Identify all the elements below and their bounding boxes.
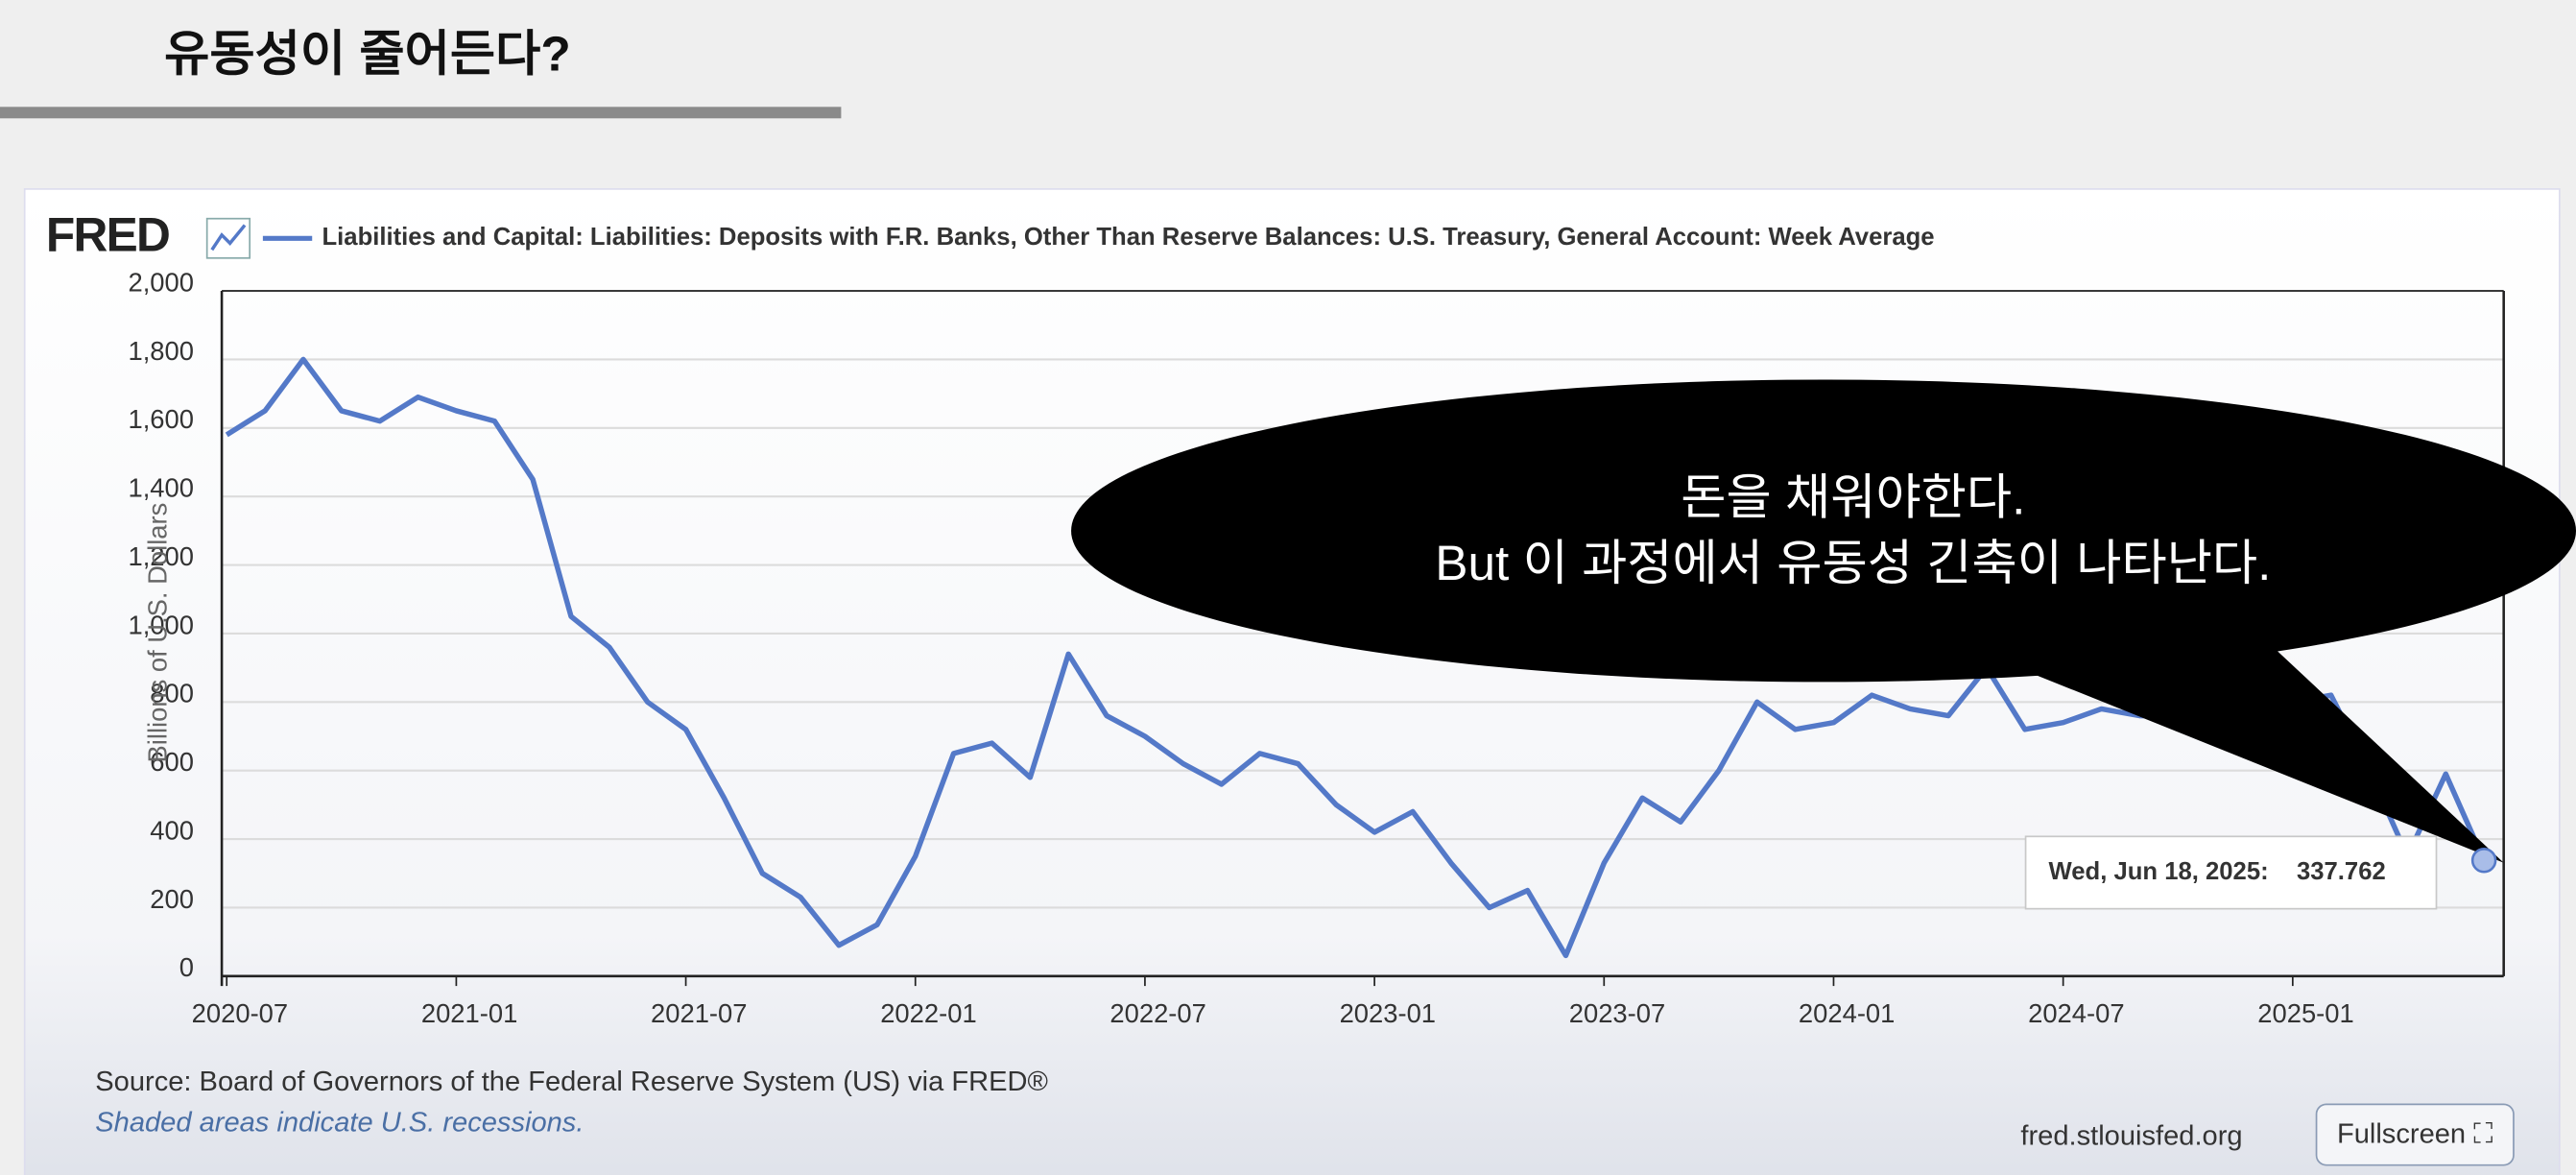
x-tick-label: 2024-07 (2028, 998, 2124, 1028)
y-tick-label: 1,600 (128, 404, 194, 434)
hover-point (2470, 848, 2497, 874)
x-tick-label: 2021-01 (421, 998, 517, 1028)
plot: 0 200 400 600 800 1,000 1,200 1,400 1,600 1,800 2,… (128, 224, 2505, 1028)
y-axis-label: Billions of U.S. Dollars (142, 503, 172, 763)
x-tick-label: 2025-01 (2257, 998, 2353, 1028)
x-tick-label: 2022-01 (880, 998, 976, 1028)
y-tick-label: 1,200 (128, 541, 194, 571)
source: Source: Board of Governors of the Federa… (95, 1067, 1048, 1097)
bubble-line: 돈을 채워야한다. (1681, 470, 2025, 525)
x-tick-label: 2022-07 (1109, 998, 1205, 1028)
tooltip: Wed, Jun 18, 2025: 337.762 (2024, 835, 2438, 910)
y-tick-label: 2,000 (128, 267, 194, 297)
tooltip-date: Wed, Jun 18, 2025: (2049, 858, 2269, 885)
x-tick-label: 2020-07 (192, 998, 288, 1028)
tooltip-box (2024, 835, 2438, 910)
title-underline (0, 107, 842, 119)
site-link[interactable]: fred.stlouisfed.org (2020, 1120, 2242, 1151)
y-tick-label: 1,800 (128, 336, 194, 366)
fullscreen-button[interactable] (2315, 1103, 2515, 1166)
bubble-line: But 이 과정에서 유동성 긴축이 나타난다. (1435, 536, 2271, 590)
x-tick-label: 2023-01 (1340, 998, 1436, 1028)
recession-note: Shaded areas indicate U.S. recessions. (95, 1108, 584, 1139)
chart-icon (205, 217, 251, 259)
y-tick-label: 1,000 (128, 610, 194, 639)
fred-logo: FRED (46, 207, 169, 261)
y-tick-label: 0 (179, 952, 194, 982)
x-tick-label: 2021-07 (651, 998, 747, 1028)
x-tick-label: 2024-01 (1799, 998, 1895, 1028)
y-tick-label: 400 (150, 815, 194, 845)
y-tick-label: 600 (150, 747, 194, 777)
y-tick-label: 800 (150, 679, 194, 708)
data-line (225, 356, 2487, 959)
legend-label: Liabilities and Capital: Liabilities: De… (322, 224, 1935, 251)
slide-title: 유동성이 줄어든다? (164, 27, 571, 82)
fullscreen-label[interactable]: Fullscreen ⛶ (2337, 1119, 2493, 1150)
bubble-body (1071, 379, 2576, 683)
y-tick-label: 200 (150, 884, 194, 914)
tooltip-value: 337.762 (2297, 858, 2386, 885)
chart-icon-line (210, 224, 247, 252)
y-tick-label: 1,400 (128, 473, 194, 503)
x-tick-label: 2023-07 (1569, 998, 1665, 1028)
